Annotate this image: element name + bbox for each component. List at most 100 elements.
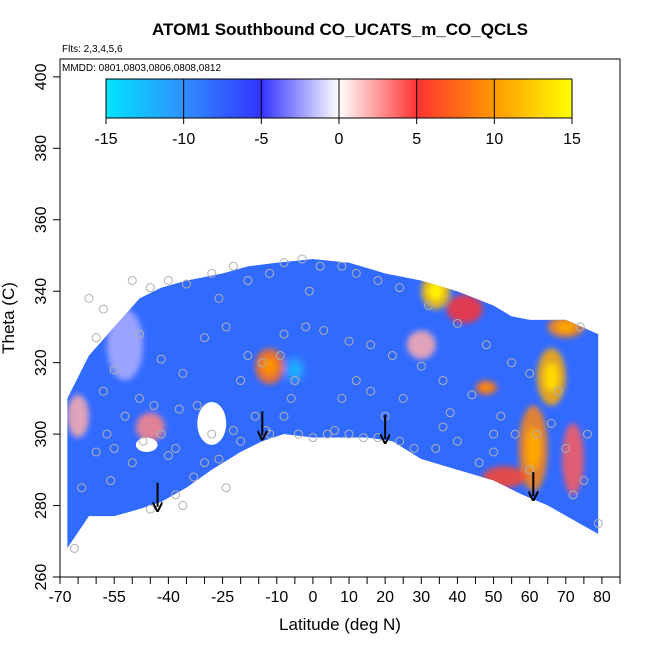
x-tick-label: 30 <box>412 589 430 606</box>
data-points <box>69 254 603 553</box>
data-point <box>265 268 275 278</box>
data-point <box>301 322 311 332</box>
x-axis-label: Latitude (deg N) <box>279 615 401 634</box>
x-tick-label: 20 <box>376 589 394 606</box>
data-point <box>438 376 448 386</box>
data-point <box>395 436 405 446</box>
data-point <box>366 340 376 350</box>
x-tick-label: -25 <box>211 589 234 606</box>
data-point <box>337 261 347 271</box>
data-point <box>582 429 592 439</box>
field-blob <box>482 466 527 488</box>
data-point <box>171 490 181 500</box>
data-point <box>156 354 166 364</box>
field-blob-core <box>428 282 443 301</box>
field-gap <box>135 437 158 452</box>
x-tick-label: -40 <box>157 589 180 606</box>
x-tick-label: 0 <box>308 589 317 606</box>
data-point <box>344 336 354 346</box>
data-point <box>315 261 325 271</box>
colorbar-tick-label: 15 <box>563 131 581 148</box>
data-point <box>322 429 332 439</box>
flights-label: Flts: 2,3,4,5,6 <box>62 44 123 55</box>
data-point <box>109 443 119 453</box>
data-point <box>561 443 571 453</box>
data-point <box>304 286 314 296</box>
data-point <box>207 429 217 439</box>
data-point <box>452 436 462 446</box>
arrows <box>158 411 534 506</box>
plot-frame <box>59 58 621 578</box>
field-blob-core <box>544 362 559 392</box>
data-point <box>102 429 112 439</box>
data-point <box>481 340 491 350</box>
data-point <box>106 476 116 486</box>
data-point <box>387 351 397 361</box>
data-point <box>236 436 246 446</box>
data-point <box>579 476 589 486</box>
data-point <box>228 261 238 271</box>
field-blob <box>67 394 89 438</box>
data-point <box>163 275 173 285</box>
data-point <box>181 279 191 289</box>
data-point <box>192 401 202 411</box>
data-point <box>257 358 267 368</box>
data-layer <box>67 254 603 553</box>
x-tick-label: 70 <box>557 589 575 606</box>
data-point <box>178 368 188 378</box>
colorbar-tick-label: 10 <box>485 131 503 148</box>
data-point <box>171 443 181 453</box>
x-tick-label: -10 <box>265 589 288 606</box>
data-point <box>525 465 535 475</box>
data-point <box>91 333 101 343</box>
data-point <box>214 293 224 303</box>
field-base <box>67 259 599 549</box>
y-axis: 260 280 300 320 340 360 380 400 <box>33 63 60 590</box>
data-point <box>243 275 253 285</box>
data-point <box>145 504 155 514</box>
dates-label: MMDD: 0801,0803,0806,0808,0812 <box>62 63 221 74</box>
field-blob-core <box>556 321 575 333</box>
y-axis-label: Theta (C) <box>0 282 18 354</box>
data-point <box>221 322 231 332</box>
x-tick-label: 60 <box>521 589 539 606</box>
colorbar: -15 -10 -5 0 5 10 15 <box>94 78 581 148</box>
x-tick-label: -55 <box>103 589 126 606</box>
data-point <box>279 329 289 339</box>
data-point <box>409 443 419 453</box>
data-point <box>467 390 477 400</box>
data-point <box>156 429 166 439</box>
data-point <box>358 433 368 443</box>
data-point <box>279 411 289 421</box>
data-point <box>207 268 217 278</box>
x-tick-label: 80 <box>593 589 611 606</box>
data-point <box>134 393 144 403</box>
data-point <box>91 447 101 457</box>
data-point <box>593 518 603 528</box>
data-point <box>568 490 578 500</box>
data-point <box>250 411 260 421</box>
data-point <box>496 411 506 421</box>
x-tick-label: -70 <box>48 589 71 606</box>
data-point <box>431 443 441 453</box>
data-point <box>145 283 155 293</box>
data-point <box>98 386 108 396</box>
data-point <box>200 458 210 468</box>
y-tick-label: 320 <box>33 349 50 376</box>
data-point <box>525 368 535 378</box>
field-blob <box>406 330 436 360</box>
data-point <box>474 458 484 468</box>
data-point <box>452 318 462 328</box>
data-point <box>489 429 499 439</box>
data-point <box>510 429 520 439</box>
data-point <box>351 268 361 278</box>
field-gap <box>197 401 227 445</box>
data-point <box>507 358 517 368</box>
co-difference-field <box>67 259 599 549</box>
data-point <box>236 376 246 386</box>
data-point <box>554 386 564 396</box>
data-point <box>77 483 87 493</box>
data-point <box>178 501 188 511</box>
data-point <box>69 543 79 553</box>
